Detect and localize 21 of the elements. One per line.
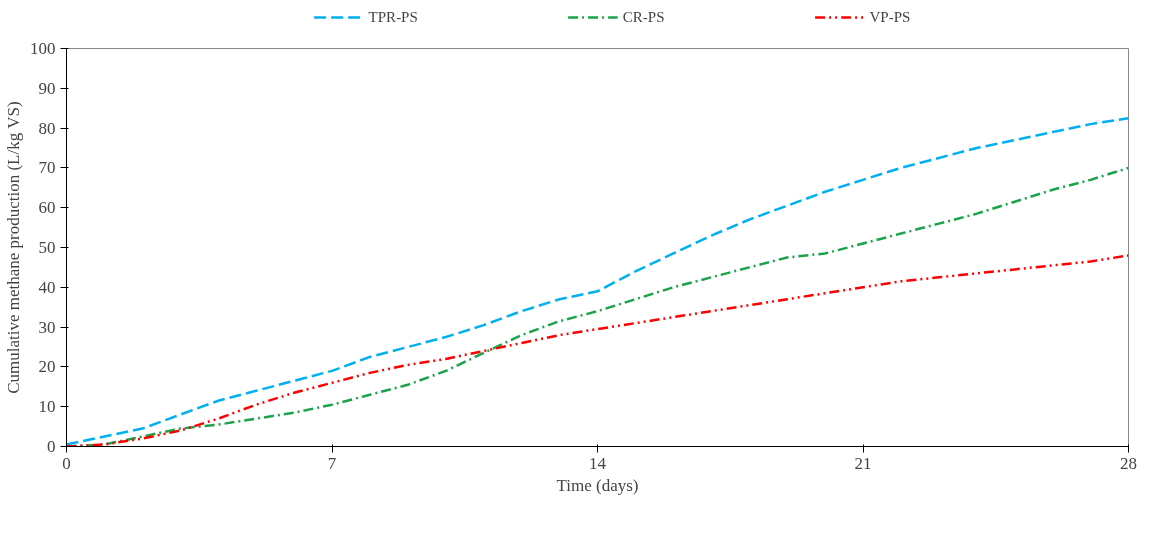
legend-label: VP-PS [869, 8, 911, 26]
x-tick-label: 28 [1120, 453, 1137, 473]
legend-label: TPR-PS [368, 8, 418, 26]
y-tick-label: 40 [38, 277, 56, 297]
y-tick-label: 0 [47, 437, 56, 456]
y-tick-label: 90 [38, 78, 56, 98]
y-tick-label: 100 [30, 39, 56, 58]
y-tick-label: 30 [38, 317, 56, 337]
x-tick-label: 0 [62, 453, 71, 473]
y-axis-title: Cumulative methane production (L/kg VS) [4, 101, 23, 394]
y-tick-label: 50 [38, 238, 56, 257]
y-tick-label: 70 [38, 158, 56, 178]
y-tick-label: 80 [38, 118, 56, 138]
y-tick-label: 10 [38, 397, 56, 417]
y-tick-label: 60 [38, 198, 56, 218]
y-tick-label: 20 [38, 357, 56, 377]
legend-label: CR-PS [622, 8, 665, 26]
x-tick-label: 7 [327, 453, 337, 473]
x-axis-title: Time (days) [556, 475, 639, 495]
x-tick-label: 14 [589, 453, 607, 473]
x-tick-label: 21 [854, 453, 872, 473]
